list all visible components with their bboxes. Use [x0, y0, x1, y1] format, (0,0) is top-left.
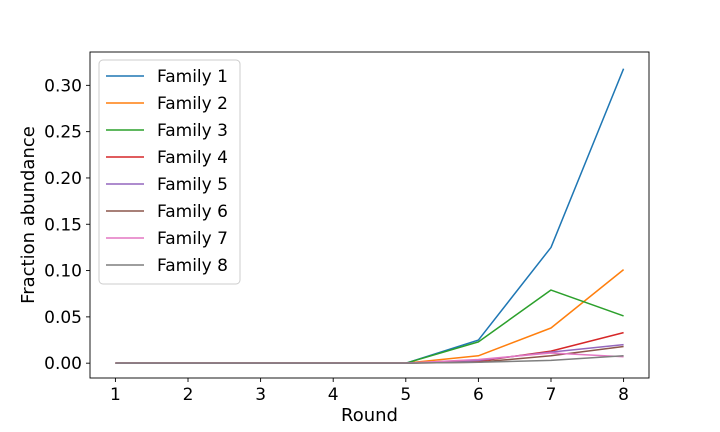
x-tick-label: 5 [400, 385, 411, 405]
legend-entry-label: Family 4 [157, 148, 228, 168]
y-tick-label: 0.25 [44, 123, 82, 143]
y-tick-label: 0.20 [44, 169, 82, 189]
y-tick-label: 0.15 [44, 215, 82, 235]
x-axis-label: Round [341, 405, 398, 426]
series-line-family-8 [115, 355, 624, 364]
y-tick-label: 0.30 [44, 76, 82, 96]
x-tick-label: 3 [255, 385, 266, 405]
legend-entry-label: Family 7 [157, 229, 228, 249]
x-axis-ticks: 1 2 3 4 5 6 7 8 [110, 378, 629, 405]
legend-entry-label: Family 6 [157, 202, 228, 222]
x-tick-label: 1 [110, 385, 121, 405]
legend-entry-label: Family 2 [157, 94, 228, 114]
legend-entry-label: Family 8 [157, 256, 228, 276]
plot-frame [89, 51, 650, 379]
y-tick-label: 0.00 [44, 354, 82, 374]
legend: Family 1 Family 2 Family 3 Family 4 Family 5… [98, 59, 241, 285]
legend-entry-label: Family 1 [157, 67, 228, 87]
series-lines [115, 68, 625, 364]
y-tick-label: 0.10 [44, 262, 82, 282]
x-tick-label: 6 [473, 385, 484, 405]
legend-box [98, 59, 241, 285]
y-axis-ticks: 0.00 0.05 0.10 0.15 0.20 0.25 0.30 [44, 76, 90, 374]
x-tick-label: 2 [183, 385, 194, 405]
y-tick-label: 0.05 [44, 308, 82, 328]
legend-entry-label: Family 3 [157, 121, 228, 141]
x-tick-label: 8 [618, 385, 629, 405]
y-axis-label: Fraction abundance [18, 126, 39, 304]
x-tick-label: 4 [328, 385, 339, 405]
legend-entry-label: Family 5 [157, 175, 228, 195]
x-tick-label: 7 [546, 385, 557, 405]
